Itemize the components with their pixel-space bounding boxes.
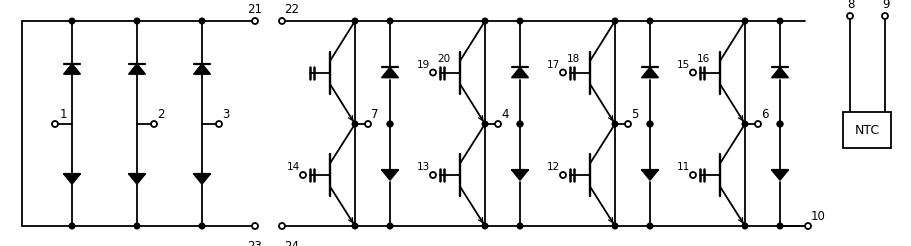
Text: 12: 12 [547,162,560,172]
Polygon shape [382,170,398,180]
Circle shape [52,121,58,127]
Circle shape [847,13,853,19]
Text: 9: 9 [882,0,889,11]
Circle shape [151,121,157,127]
Polygon shape [193,174,210,184]
Text: 16: 16 [697,55,711,64]
Circle shape [279,223,285,229]
Circle shape [777,223,783,229]
Circle shape [279,18,285,24]
Circle shape [805,223,811,229]
Text: 10: 10 [811,210,826,223]
Circle shape [612,121,618,127]
Circle shape [777,121,783,127]
Circle shape [216,121,222,127]
Circle shape [742,121,748,127]
Circle shape [690,172,696,178]
Circle shape [252,18,258,24]
Text: 24: 24 [284,240,299,246]
Circle shape [482,121,487,127]
Polygon shape [641,67,659,78]
Circle shape [200,18,205,24]
Circle shape [200,223,205,229]
Circle shape [517,18,523,24]
Polygon shape [641,170,659,180]
Text: 21: 21 [247,3,262,16]
Circle shape [625,121,631,127]
Circle shape [482,18,487,24]
Circle shape [300,172,306,178]
Circle shape [387,121,393,127]
Circle shape [647,223,653,229]
Circle shape [482,223,487,229]
Circle shape [560,70,566,76]
Circle shape [517,223,523,229]
FancyBboxPatch shape [843,112,891,148]
Circle shape [495,121,501,127]
Circle shape [353,18,358,24]
Text: 13: 13 [416,162,430,172]
Text: 23: 23 [247,240,261,246]
Circle shape [365,121,371,127]
Circle shape [647,121,653,127]
Circle shape [882,13,888,19]
Polygon shape [512,67,528,78]
Circle shape [560,172,566,178]
Circle shape [387,121,393,127]
Text: 8: 8 [847,0,855,11]
Text: 14: 14 [287,162,300,172]
Circle shape [134,18,139,24]
Circle shape [647,18,653,24]
Polygon shape [193,64,210,74]
Circle shape [517,121,523,127]
Text: 6: 6 [761,108,769,121]
Circle shape [742,223,748,229]
Text: 4: 4 [501,108,508,121]
Circle shape [353,121,358,127]
Circle shape [430,70,436,76]
Polygon shape [512,170,528,180]
Circle shape [612,223,618,229]
Circle shape [647,121,653,127]
Circle shape [517,121,523,127]
Circle shape [252,223,258,229]
Polygon shape [64,174,80,184]
Text: 20: 20 [437,55,450,64]
Polygon shape [128,64,146,74]
Circle shape [387,18,393,24]
Text: 1: 1 [60,108,67,121]
Circle shape [612,18,618,24]
Circle shape [742,18,748,24]
Circle shape [755,121,761,127]
Text: 15: 15 [677,60,690,70]
Polygon shape [128,174,146,184]
Text: 22: 22 [284,3,299,16]
Text: 11: 11 [677,162,690,172]
Circle shape [69,18,75,24]
Circle shape [690,70,696,76]
Circle shape [134,223,139,229]
Circle shape [777,18,783,24]
Text: 3: 3 [222,108,230,121]
Text: 5: 5 [631,108,639,121]
Text: 17: 17 [547,60,560,70]
Text: 18: 18 [567,55,580,64]
Text: 2: 2 [157,108,165,121]
Circle shape [353,223,358,229]
Circle shape [777,121,783,127]
Text: 19: 19 [416,60,430,70]
Circle shape [430,172,436,178]
Polygon shape [772,67,788,78]
Circle shape [387,223,393,229]
Text: 7: 7 [371,108,378,121]
Polygon shape [772,170,788,180]
Polygon shape [64,64,80,74]
Circle shape [69,223,75,229]
Text: NTC: NTC [855,123,879,137]
Polygon shape [382,67,398,78]
